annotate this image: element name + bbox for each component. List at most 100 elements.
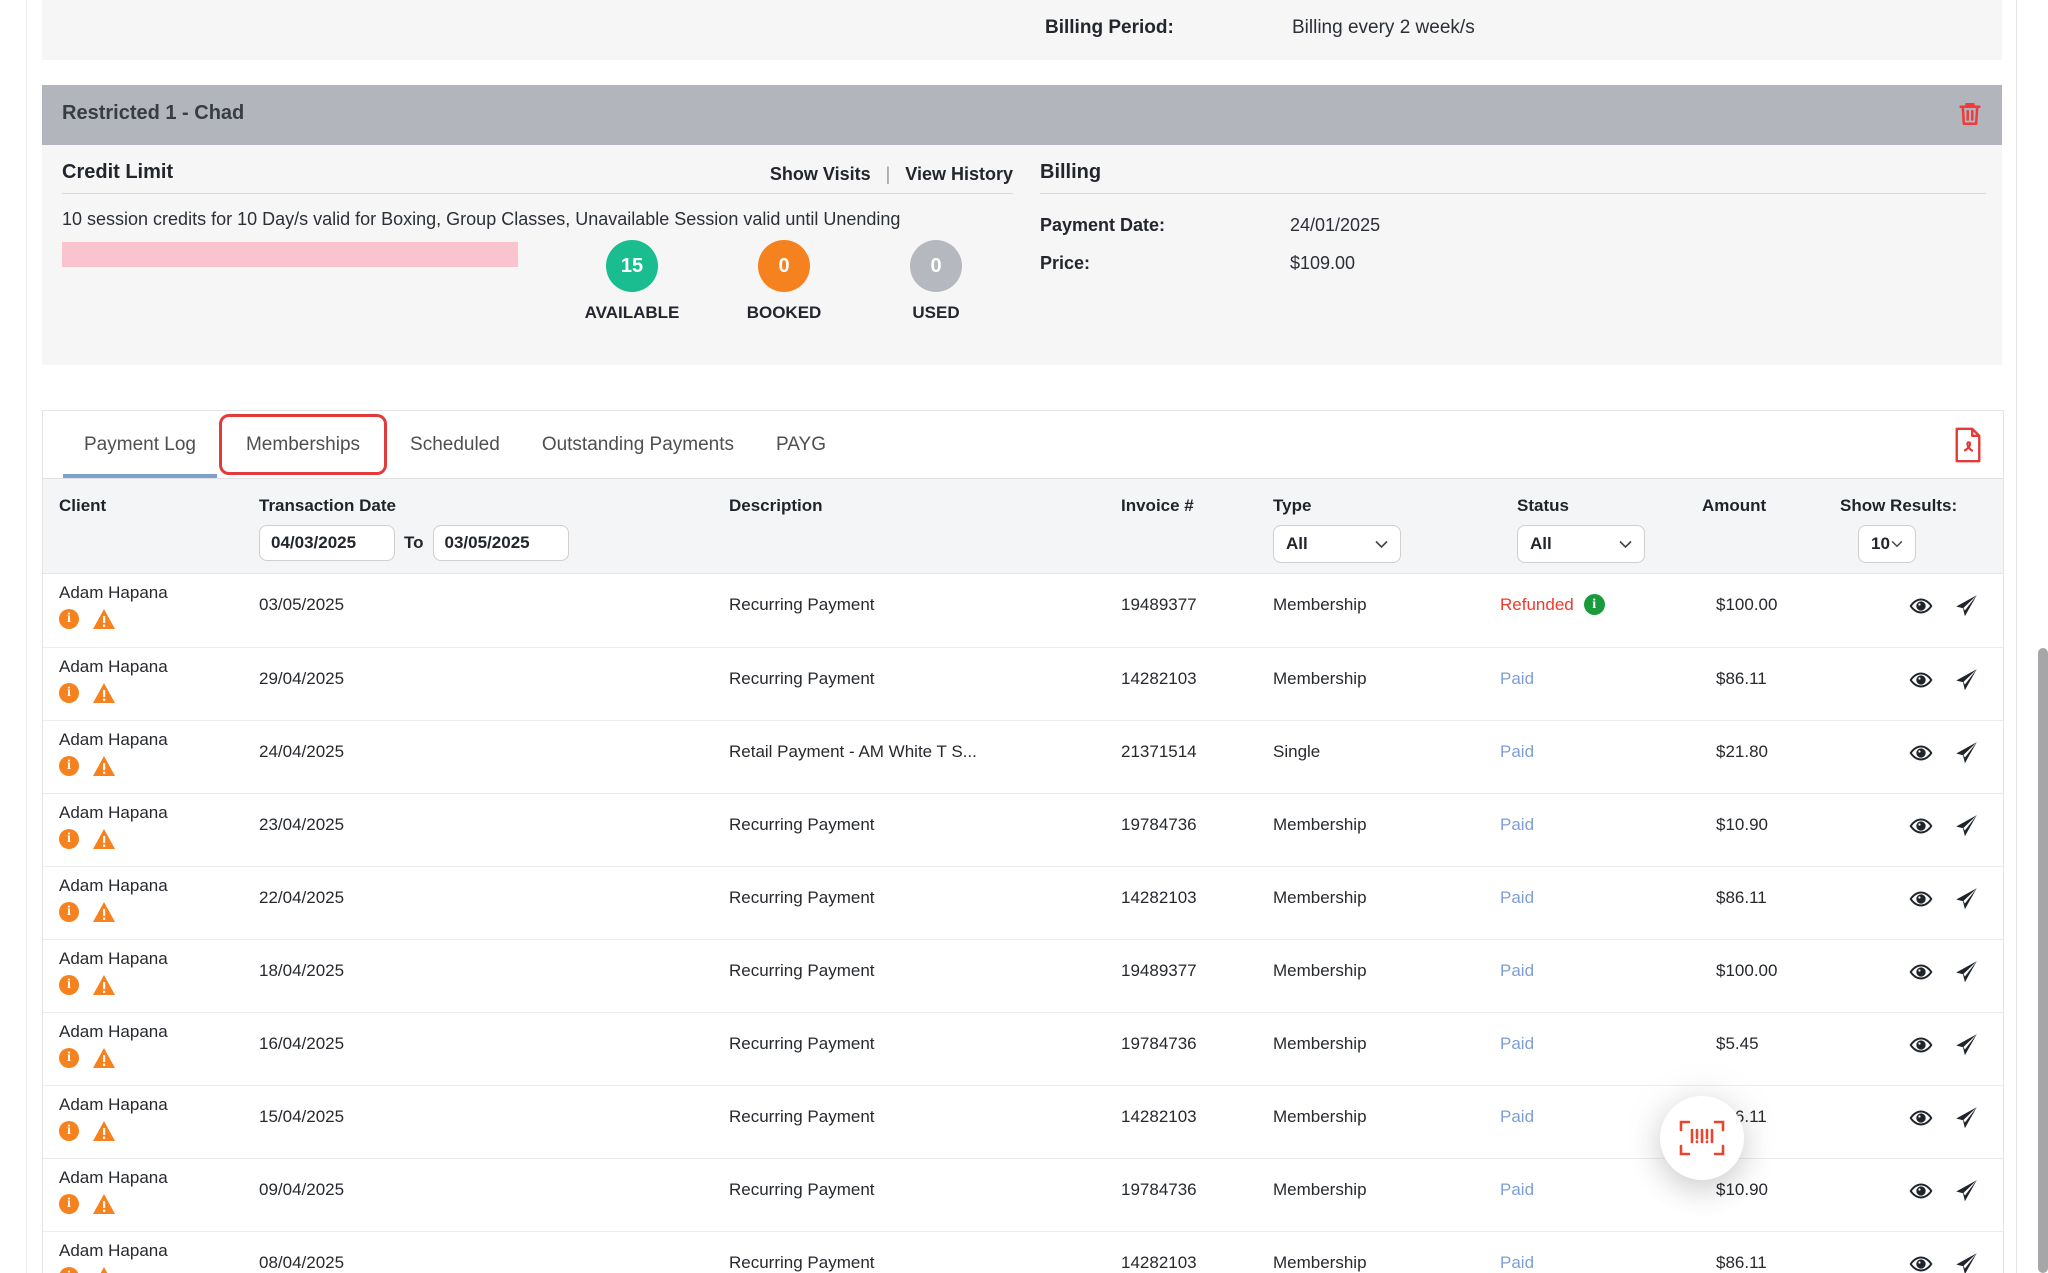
send-invoice-button[interactable] — [1953, 959, 1979, 985]
view-payment-button[interactable] — [1908, 667, 1934, 693]
client-name: Adam Hapana — [59, 1095, 259, 1115]
send-invoice-button[interactable] — [1953, 593, 1979, 619]
transaction-date: 18/04/2025 — [259, 940, 729, 1012]
description-cell: Recurring Payment — [729, 794, 1121, 866]
status-text: Paid — [1500, 1180, 1534, 1200]
info-icon[interactable]: i — [59, 902, 79, 922]
info-icon[interactable]: i — [59, 683, 79, 703]
type-filter-select[interactable]: All — [1273, 525, 1401, 563]
barcode-scan-fab[interactable] — [1660, 1096, 1744, 1180]
vertical-scrollbar[interactable] — [2038, 648, 2048, 1273]
send-invoice-icon — [1953, 1032, 1979, 1058]
send-invoice-button[interactable] — [1953, 1178, 1979, 1204]
table-row[interactable]: Adam Hapana i 03/05/2025 Recurring Payme… — [43, 574, 2003, 647]
delete-membership-button[interactable] — [1955, 99, 1985, 129]
table-row[interactable]: Adam Hapana i 24/04/2025 Retail Payment … — [43, 720, 2003, 793]
info-icon[interactable]: i — [59, 756, 79, 776]
transaction-date: 03/05/2025 — [259, 574, 729, 647]
send-invoice-button[interactable] — [1953, 1105, 1979, 1131]
invoice-cell: 14282103 — [1121, 867, 1265, 939]
info-icon[interactable]: i — [59, 1121, 79, 1141]
view-icon — [1908, 959, 1934, 985]
used-counter: 0 USED — [876, 240, 996, 323]
status-text: Paid — [1500, 888, 1534, 908]
send-invoice-button[interactable] — [1953, 667, 1979, 693]
table-row[interactable]: Adam Hapana i 16/04/2025 Recurring Payme… — [43, 1012, 2003, 1085]
info-icon[interactable]: i — [59, 829, 79, 849]
info-icon[interactable]: i — [59, 609, 79, 629]
tab-payg[interactable]: PAYG — [755, 411, 847, 478]
used-count-bubble: 0 — [910, 240, 962, 292]
warning-icon[interactable] — [92, 1193, 116, 1215]
view-payment-button[interactable] — [1908, 959, 1934, 985]
tab-memberships[interactable]: Memberships — [219, 414, 387, 475]
type-cell: Membership — [1265, 648, 1500, 720]
view-payment-button[interactable] — [1908, 1105, 1934, 1131]
view-icon — [1908, 1032, 1934, 1058]
type-cell: Single — [1265, 721, 1500, 793]
send-invoice-button[interactable] — [1953, 1032, 1979, 1058]
transaction-date: 29/04/2025 — [259, 648, 729, 720]
warning-icon[interactable] — [92, 1120, 116, 1142]
info-icon[interactable]: i — [59, 975, 79, 995]
send-invoice-button[interactable] — [1953, 1251, 1979, 1273]
tab-payment-log[interactable]: Payment Log — [63, 411, 217, 478]
view-icon — [1908, 667, 1934, 693]
view-icon — [1908, 1105, 1934, 1131]
membership-title: Restricted 1 - Chad — [62, 102, 244, 125]
table-row[interactable]: Adam Hapana i 22/04/2025 Recurring Payme… — [43, 866, 2003, 939]
warning-icon[interactable] — [92, 682, 116, 704]
tab-scheduled[interactable]: Scheduled — [389, 411, 521, 478]
view-payment-button[interactable] — [1908, 740, 1934, 766]
view-payment-button[interactable] — [1908, 813, 1934, 839]
type-cell: Membership — [1265, 1013, 1500, 1085]
status-filter-select[interactable]: All — [1517, 525, 1645, 563]
date-from-input[interactable] — [259, 525, 395, 561]
amount-cell: $86.11 — [1700, 1232, 1840, 1273]
transaction-date: 15/04/2025 — [259, 1086, 729, 1158]
amount-cell: $86.11 — [1700, 867, 1840, 939]
table-row[interactable]: Adam Hapana i 08/04/2025 Recurring Payme… — [43, 1231, 2003, 1273]
warning-icon[interactable] — [92, 828, 116, 850]
info-icon[interactable]: i — [59, 1267, 79, 1273]
billing-section: Billing Payment Date: 24/01/2025 Price: … — [1040, 145, 1986, 365]
view-payment-button[interactable] — [1908, 593, 1934, 619]
send-invoice-icon — [1953, 740, 1979, 766]
send-invoice-icon — [1953, 886, 1979, 912]
date-to-input[interactable] — [433, 525, 569, 561]
export-pdf-button[interactable] — [1951, 426, 1985, 464]
description-cell: Recurring Payment — [729, 940, 1121, 1012]
view-payment-button[interactable] — [1908, 1178, 1934, 1204]
warning-icon[interactable] — [92, 974, 116, 996]
amount-cell: $21.80 — [1700, 721, 1840, 793]
warning-icon[interactable] — [92, 1047, 116, 1069]
show-visits-link[interactable]: Show Visits — [770, 164, 871, 185]
info-icon[interactable]: i — [59, 1194, 79, 1214]
view-history-link[interactable]: View History — [905, 164, 1013, 185]
table-row[interactable]: Adam Hapana i 18/04/2025 Recurring Payme… — [43, 939, 2003, 1012]
view-payment-button[interactable] — [1908, 886, 1934, 912]
warning-icon[interactable] — [92, 1266, 116, 1273]
view-payment-button[interactable] — [1908, 1251, 1934, 1273]
table-row[interactable]: Adam Hapana i 23/04/2025 Recurring Payme… — [43, 793, 2003, 866]
info-icon[interactable]: i — [59, 1048, 79, 1068]
view-icon — [1908, 886, 1934, 912]
warning-icon[interactable] — [92, 755, 116, 777]
available-label: AVAILABLE — [572, 303, 692, 323]
send-invoice-button[interactable] — [1953, 740, 1979, 766]
send-invoice-button[interactable] — [1953, 886, 1979, 912]
credit-limit-divider — [62, 193, 1013, 194]
status-info-icon[interactable]: i — [1584, 594, 1605, 615]
view-icon — [1908, 593, 1934, 619]
warning-icon[interactable] — [92, 608, 116, 630]
show-results-select[interactable]: 10 — [1858, 525, 1916, 563]
view-payment-button[interactable] — [1908, 1032, 1934, 1058]
type-column-header: Type — [1273, 496, 1500, 516]
show-results-value: 10 — [1871, 534, 1890, 554]
tab-outstanding-payments[interactable]: Outstanding Payments — [521, 411, 755, 478]
send-invoice-button[interactable] — [1953, 813, 1979, 839]
chevron-down-icon — [1375, 540, 1388, 549]
description-cell: Recurring Payment — [729, 648, 1121, 720]
warning-icon[interactable] — [92, 901, 116, 923]
table-row[interactable]: Adam Hapana i 29/04/2025 Recurring Payme… — [43, 647, 2003, 720]
